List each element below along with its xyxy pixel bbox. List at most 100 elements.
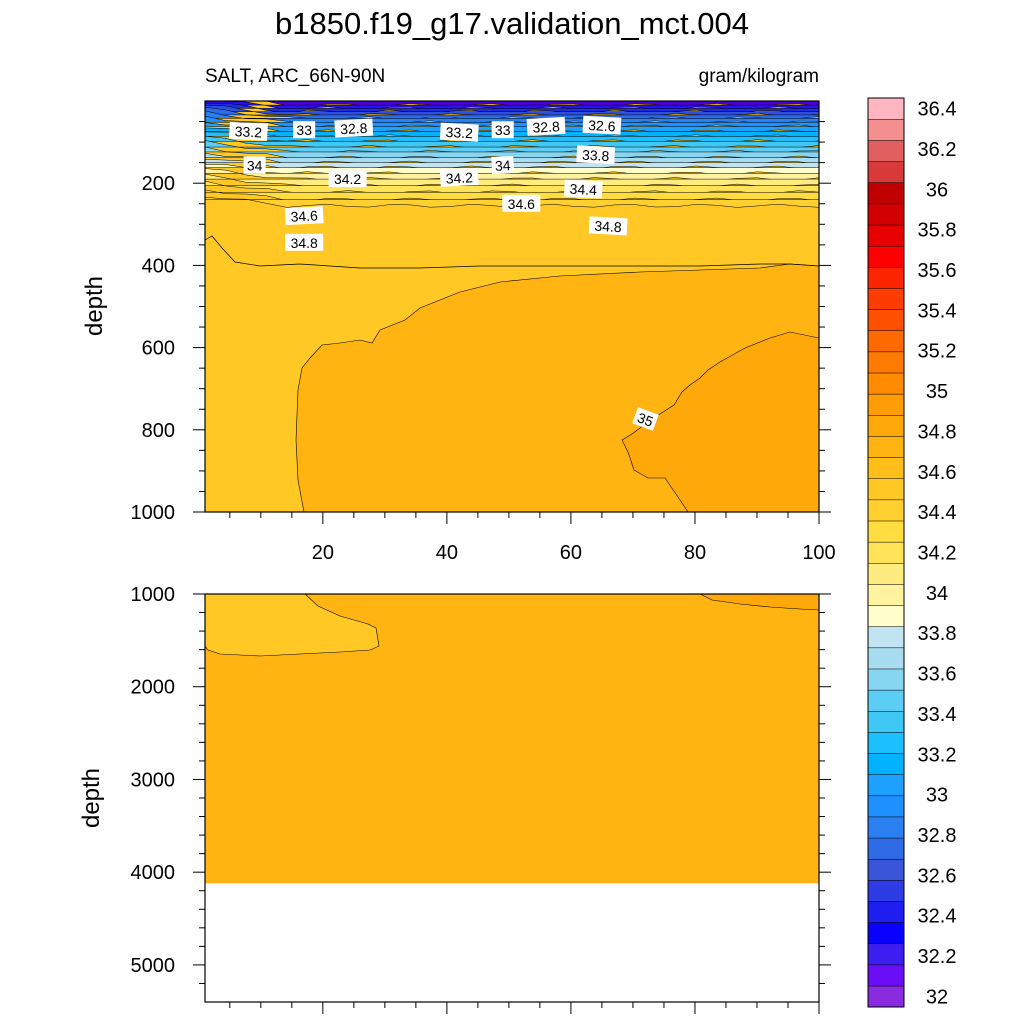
colorbar-swatch [867,710,905,733]
contour-34.8 [205,235,819,269]
contour-label: 34.2 [439,167,479,187]
contour-labels: 33.2 33 32.8 33.2 33 32.8 32.6 34 34 33.8 34.2 34.2… [229,115,659,431]
contour-label: 34.2 [328,170,367,188]
contour-label-bg [526,116,566,136]
colorbar [867,97,905,1008]
contour-label-text: 34 [495,157,512,174]
upper-panel: 33.2 33 32.8 33.2 33 32.8 32.6 34 34 33.8 34.2 34.2… [205,101,819,512]
colorbar-swatch [867,182,905,205]
ytick-label: 400 [142,255,175,277]
contour-label-text: 34.2 [445,169,473,186]
contour-label-text: 34.2 [334,171,361,187]
colorbar-label: 33 [926,785,948,807]
colorbar-swatch [867,964,905,987]
contour-label-bg [563,179,603,199]
contour-label-bg [439,167,479,187]
colorbar-swatch [867,943,905,966]
colorbar-swatch [867,795,905,818]
contour-label: 32.8 [526,116,566,136]
colorbar-swatch [867,562,905,585]
colorbar-swatch [867,203,905,226]
colorbar-label: 33.2 [918,744,957,766]
contour-label-text: 33.2 [234,123,262,140]
chart-title: b1850.f19_g17.validation_mct.004 [275,6,749,41]
contour-label: 34 [243,156,266,174]
ytick-label: 3000 [131,769,176,791]
contour-label-text: 34.6 [290,207,318,224]
colorbar-swatch [867,520,905,543]
colorbar-swatch [867,478,905,501]
contour-label: 34.6 [284,206,324,226]
ytick-label: 800 [142,420,175,442]
colorbar-label: 34.2 [918,543,957,565]
colorbar-swatch [867,118,905,141]
xtick-label: 100 [802,542,835,564]
colorbar-label: 32.2 [918,946,957,968]
colorbar-label: 34.8 [918,421,957,443]
contour-label: 32.6 [582,115,622,135]
colorbar-swatch [867,245,905,268]
colorbar-swatch [867,731,905,754]
xtick-label: 20 [312,542,334,564]
contour-label-bg [229,121,268,141]
colorbar-swatch [867,97,905,120]
contour-label-text: 32.6 [588,117,616,134]
colorbar-swatch [867,414,905,437]
contour-label-bg [328,170,367,188]
contour-label-bg [588,216,628,236]
colorbar-swatch [867,330,905,353]
colorbar-swatch [867,372,905,395]
contour-label: 34.8 [588,216,628,236]
contour-label: 35 [632,407,659,431]
contour-label: 33.2 [439,122,479,142]
contour-label-text: 33.8 [582,147,610,164]
colorbar-label: 32.8 [918,825,957,847]
contour-label-text: 34 [247,158,263,174]
contour-label: 34.8 [285,233,324,251]
lower-region-35.0 [699,594,819,611]
colorbar-swatch [867,647,905,670]
colorbar-label: 34.4 [918,502,957,524]
xtick-label: 60 [560,542,582,564]
upper-ylabel: depth [81,276,108,336]
surface-bands [205,101,819,208]
lower-panel [205,594,819,1002]
contour-label: 33.8 [576,145,616,165]
upper-axis-ticks [193,121,831,524]
colorbar-label: 33.6 [918,664,957,686]
contour-label-text: 32.8 [340,120,368,137]
contour-label-bg [439,122,479,142]
surface-band [205,135,819,149]
contour-label-text: 33 [495,122,511,138]
contour-label-bg [576,145,616,165]
colorbar-label: 36.2 [918,139,957,161]
colorbar-label: 35.8 [918,220,957,242]
ytick-label: 4000 [131,862,176,884]
colorbar-swatch [867,668,905,691]
contour-label-bg [502,194,541,212]
contour-label: 32.8 [334,118,374,138]
contour-label-text: 34.8 [291,235,318,251]
colorbar-label: 36 [926,179,948,201]
xtick-label: 80 [684,542,706,564]
colorbar-label: 35.6 [918,260,957,282]
colorbar-label: 34 [926,583,948,605]
ytick-label: 200 [142,173,175,195]
contour-label-bg [632,407,659,431]
colorbar-label: 32 [926,986,948,1008]
colorbar-swatch [867,224,905,247]
colorbar-swatch [867,858,905,881]
colorbar-swatch [867,499,905,522]
colorbar-swatch [867,689,905,712]
contour-label-text: 34.6 [508,196,535,212]
contour-label: 33.2 [229,121,268,141]
colorbar-label: 32.4 [918,906,957,928]
colorbar-label: 36.4 [918,99,957,121]
contour-label: 33 [491,121,514,139]
colorbar-label: 35.2 [918,341,957,363]
contour-label-text: 33.2 [445,124,473,141]
contour-label: 33 [293,121,316,139]
colorbar-labels: 32 32.2 32.4 32.6 32.8 33 33.2 33.4 33.6 33.8 34 34… [918,99,957,1009]
colorbar-swatch [867,288,905,310]
contour-label-text: 32.8 [532,118,560,135]
